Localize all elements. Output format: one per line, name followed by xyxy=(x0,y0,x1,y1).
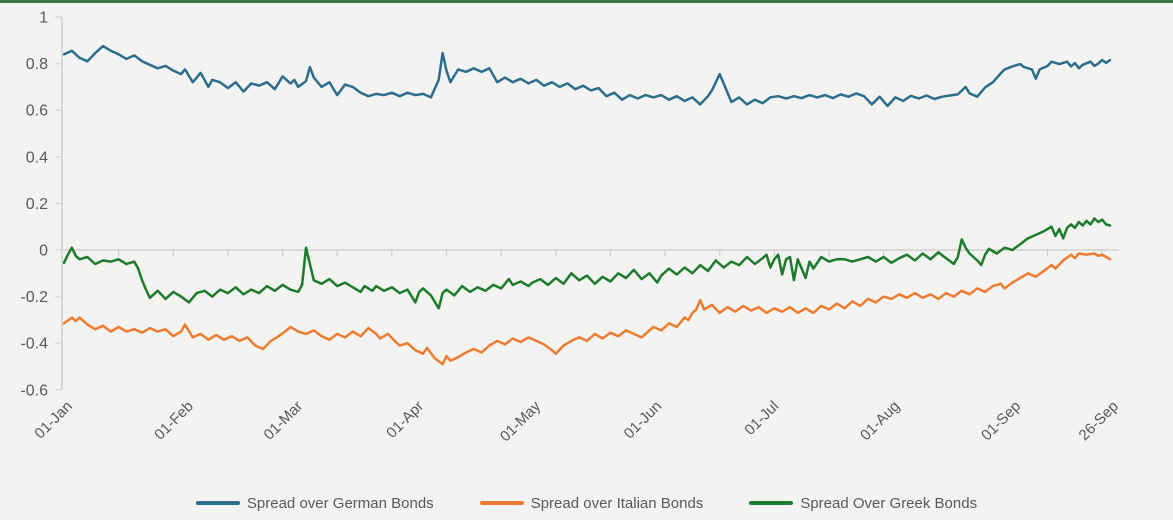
y-axis-label: -0.6 xyxy=(20,382,48,399)
german-bonds-line-swatch xyxy=(195,501,240,505)
x-axis-label: 01-Mar xyxy=(260,398,306,444)
legend-item-greek-bonds[interactable]: Spread Over Greek Bonds xyxy=(749,495,977,512)
series-line-1 xyxy=(62,252,1112,366)
legend-label: Spread Over Greek Bonds xyxy=(800,494,978,512)
x-axis-label: 01-Feb xyxy=(151,398,197,444)
y-axis-label: 0.8 xyxy=(26,56,48,73)
y-axis-label: -0.4 xyxy=(20,336,48,353)
x-axis-label: 01-Jul xyxy=(741,398,782,439)
series-line-2 xyxy=(62,217,1112,310)
chart-legend: Spread over German Bonds Spread over Ita… xyxy=(0,490,1173,516)
y-axis-label: 0.2 xyxy=(26,196,48,213)
series-line-0 xyxy=(62,44,1112,108)
x-axis-label: 01-Apr xyxy=(383,398,427,442)
x-axis-label: 01-Sep xyxy=(978,398,1024,444)
y-axis-label: 0.4 xyxy=(26,149,48,166)
y-axis-label: 1 xyxy=(39,10,48,27)
y-axis-label: 0.6 xyxy=(26,103,48,120)
x-axis-label: 01-Jan xyxy=(31,398,75,442)
y-axis-label: 0 xyxy=(39,243,48,260)
legend-item-german-bonds[interactable]: Spread over German Bonds xyxy=(195,494,434,512)
legend-label: Spread over German Bonds xyxy=(246,494,434,512)
x-axis-label: 01-May xyxy=(497,397,545,445)
spread-line-chart: 1 0.8 0.6 0.4 0.2 0 -0.2 -0.4 -0.601-Jan 01-Feb 01… xyxy=(20,10,1122,446)
legend-item-italian-bonds[interactable]: Spread over Italian Bonds xyxy=(479,494,704,512)
y-axis-label: -0.2 xyxy=(20,289,48,306)
x-axis-label: 01-Jun xyxy=(621,398,665,442)
greek-bonds-line-swatch xyxy=(749,501,794,505)
italian-bonds-line-swatch xyxy=(479,501,524,505)
x-axis-label: 01-Aug xyxy=(857,398,903,444)
top-accent-bar xyxy=(0,0,1173,3)
x-axis-label: 26-Sep xyxy=(1076,398,1122,444)
legend-label: Spread over Italian Bonds xyxy=(530,494,704,512)
